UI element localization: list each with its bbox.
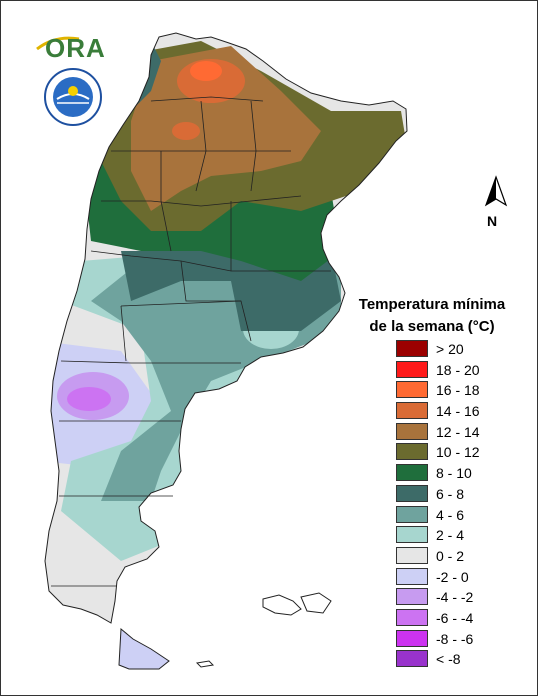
legend-label: 10 - 12: [436, 444, 480, 461]
legend-swatch: [396, 526, 428, 544]
legend-swatch: [396, 567, 428, 585]
legend-label: 12 - 14: [436, 423, 480, 440]
north-label: N: [487, 213, 498, 229]
legend-title-line2: de la semana (°C): [369, 318, 495, 335]
legend-swatch: [396, 443, 428, 461]
legend-title: Temperatura mínima de la semana (°C): [337, 294, 527, 338]
legend-swatch: [396, 360, 428, 378]
legend-swatch: [396, 608, 428, 626]
legend-label: 4 - 6: [436, 506, 465, 523]
ora-logo: ORA: [35, 27, 107, 63]
legend-label: 2 - 4: [436, 527, 465, 544]
legend-swatch: [396, 505, 428, 523]
legend-label: -2 - 0: [436, 568, 469, 585]
legend-label: > 20: [436, 341, 464, 357]
ora-logo-text: ORA: [45, 33, 106, 63]
legend-swatch: [396, 381, 428, 399]
legend-label: 6 - 8: [436, 485, 465, 502]
legend-swatch: [396, 588, 428, 606]
legend-title-line1: Temperatura mínima: [358, 296, 506, 313]
legend-label: -4 - -2: [436, 589, 474, 606]
legend-swatch: [396, 546, 428, 564]
legend-swatch: [396, 340, 428, 357]
legend-swatch: [396, 650, 428, 668]
legend-swatch: [396, 422, 428, 440]
legend-label: 8 - 10: [436, 465, 472, 482]
legend-swatch: [396, 402, 428, 420]
legend-label: 14 - 16: [436, 403, 480, 420]
legend-label: -8 - -6: [436, 630, 474, 647]
legend-swatch: [396, 484, 428, 502]
smn-seal-logo: [43, 67, 103, 127]
legend-swatch: [396, 464, 428, 482]
legend-label: < -8: [436, 651, 461, 668]
legend-label: -6 - -4: [436, 609, 474, 626]
north-arrow-icon: [478, 175, 514, 231]
legend-label: 0 - 2: [436, 547, 465, 564]
legend-label: 16 - 18: [436, 382, 480, 399]
legend-label: 18 - 20: [436, 361, 480, 378]
legend-swatch: [396, 629, 428, 647]
